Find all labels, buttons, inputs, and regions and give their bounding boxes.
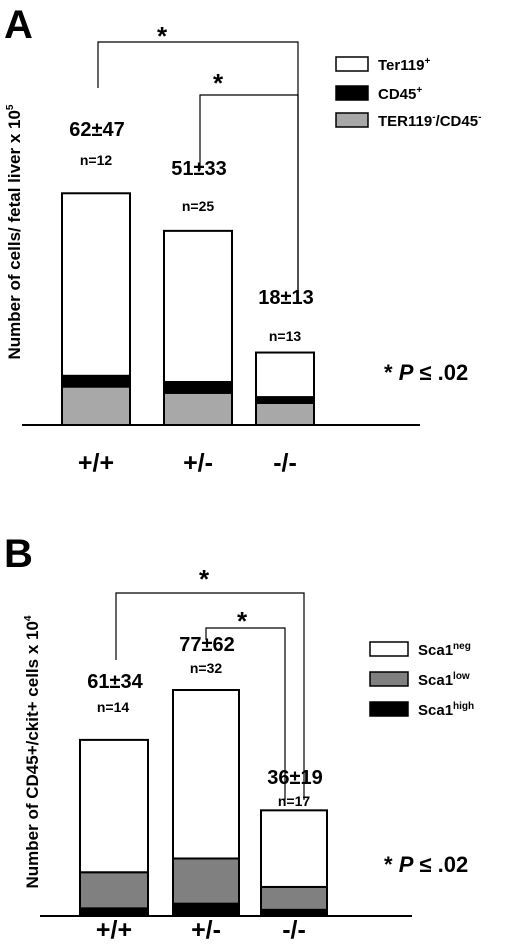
y-axis-title-text: Number of cells/ fetal liver x 10 [5,110,24,359]
legend-label: Sca1low [418,671,470,689]
mean-label: 51±33 [171,158,226,180]
y-axis-title-text: Number of CD45+/ckit+ cells x 10 [23,621,42,888]
legend-label-text: TER119 [378,113,432,130]
legend-label-sup: high [453,701,474,712]
n-label: n=32 [190,660,223,676]
bar-segment--2 [172,689,240,860]
mean-label: 62±47 [69,119,124,141]
panel-a: A Number of cells/ fetal liver x 105 +/+ 62… [4,3,481,477]
p-value-note: * P ≤ .02 [384,360,468,385]
x-tick-label: -/- [273,449,297,477]
bar-segment--2 [260,809,328,888]
bar-segment--0 [255,401,315,427]
legend-swatch [335,85,369,101]
n-label: n=13 [269,328,302,344]
mean-label: 61±34 [87,671,143,693]
y-axis-title: Number of cells/ fetal liver x 105 [5,104,24,359]
p-value-star: * [384,360,399,385]
y-axis-title-exponent: 4 [23,615,34,621]
legend-label-text: CD45 [378,86,416,103]
bar-segment--0 [61,385,131,427]
panel-letter: B [4,532,33,576]
legend-swatch [369,671,409,687]
panel-b: B Number of CD45+/ckit+ cells x 104 +/+ 61±… [4,532,474,944]
legend-label-sup: - [432,112,435,123]
legend-label-text: Sca1 [418,672,453,689]
n-label: n=14 [97,699,130,715]
legend-label-sup: + [416,85,422,96]
bar-segment--2 [79,738,149,874]
bar-segment--1 [61,374,131,388]
p-value-threshold: ≤ .02 [413,852,468,877]
significance-star: * [237,606,248,636]
legend-label-text: Sca1 [418,702,453,719]
legend-label: CD45+ [378,85,422,103]
significance-star: * [213,68,224,98]
legend-label: Sca1high [418,701,474,719]
legend-swatch [369,701,409,717]
x-tick-label: -/- [282,916,306,944]
significance-bracket [115,592,305,800]
bar-segment--0 [163,391,233,426]
p-value-note: * P ≤ .02 [384,852,468,877]
mean-label: 18±13 [258,287,313,309]
legend-label-text: Ter119 [378,57,424,74]
legend-label-sup: neg [453,641,471,652]
significance-bracket [205,627,286,800]
bar-segment--2 [255,351,315,399]
x-tick-label: +/- [183,449,213,477]
x-tick-label: +/- [191,916,221,944]
legend-label: Sca1neg [418,641,471,659]
legend-label-sup: low [453,671,470,682]
p-value-star: * [384,852,399,877]
panel-letter: A [4,3,33,47]
legend-label-text: Sca1 [418,642,453,659]
mean-label: 36±19 [267,767,322,789]
legend-label-suffix-sup: - [478,112,481,123]
bar-segment--2 [61,192,131,377]
bar-segment--0 [79,907,149,918]
significance-star: * [157,21,168,51]
legend-swatch [369,641,409,657]
legend-swatch [335,56,369,72]
bar-segment--2 [163,229,233,383]
legend-label-sup: + [424,56,430,67]
significance-star: * [199,564,210,594]
n-label: n=17 [278,793,311,809]
x-tick-label: +/+ [96,916,132,944]
mean-label: 77±62 [179,634,234,656]
p-value-p: P [399,852,414,877]
x-tick-label: +/+ [78,449,114,477]
bar-segment--1 [163,380,233,394]
legend-swatch [335,112,369,128]
legend-label: TER119-/CD45- [378,112,481,130]
n-label: n=25 [182,198,215,214]
bar-segment--1 [260,885,328,911]
bar-segment--1 [79,871,149,910]
y-axis-title-exponent: 5 [5,104,16,110]
legend-label-suffix: /CD45 [436,113,479,130]
significance-bracket [199,94,299,290]
legend-label: Ter119+ [378,56,430,74]
n-label: n=12 [80,152,113,168]
bar-segment--0 [172,902,240,918]
bar-segment--1 [172,857,240,905]
p-value-threshold: ≤ .02 [413,360,468,385]
p-value-p: P [399,360,414,385]
y-axis-title: Number of CD45+/ckit+ cells x 104 [23,615,42,888]
